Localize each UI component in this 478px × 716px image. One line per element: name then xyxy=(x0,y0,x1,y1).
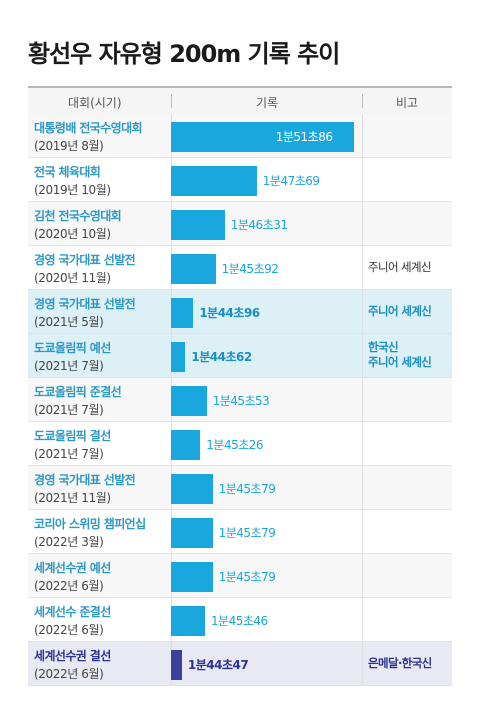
table-row: 전국 체육대회 (2019년 10월) 1분47초69 xyxy=(28,158,452,202)
table-row: 김천 전국수영대회 (2020년 10월) 1분46초31 xyxy=(28,202,452,246)
event-period: (2020년 10월) xyxy=(34,227,111,241)
row-divider xyxy=(362,378,363,421)
note-line: 은메달·한국신 xyxy=(368,656,432,670)
event-name: 경영 국가대표 선발전 xyxy=(34,253,136,267)
record-value-label: 1분45초53 xyxy=(212,394,270,408)
event-name: 경영 국가대표 선발전 xyxy=(34,297,136,311)
header-event: 대회(시기) xyxy=(68,96,122,110)
record-value-label: 1분45초92 xyxy=(221,262,279,276)
table-row: 경영 국가대표 선발전 (2021년 11월) 1분45초79 xyxy=(28,466,452,510)
record-bar xyxy=(171,518,213,548)
event-name: 도쿄올림픽 준결선 xyxy=(34,385,122,399)
record-bar xyxy=(171,166,257,196)
record-value-label: 1분51초86 xyxy=(275,130,333,144)
header-note: 비고 xyxy=(396,96,419,110)
event-period: (2022년 6월) xyxy=(34,667,104,681)
event-period: (2022년 3월) xyxy=(34,535,104,549)
record-value-label: 1분44초62 xyxy=(191,350,252,364)
row-divider xyxy=(362,158,363,201)
record-value-label: 1분45초79 xyxy=(218,570,276,584)
event-period: (2022년 6월) xyxy=(34,579,104,593)
table-row: 도쿄올림픽 예선 (2021년 7월) 1분44초62 한국신 주니어 세계신 xyxy=(28,334,452,378)
header-divider xyxy=(171,94,172,108)
event-name: 세계선수권 예선 xyxy=(34,561,111,575)
row-divider xyxy=(362,246,363,289)
table-row: 세계선수권 결선 (2022년 6월) 1분44초47 은메달·한국신 xyxy=(28,642,452,686)
record-bar xyxy=(171,386,207,416)
row-divider xyxy=(362,510,363,553)
record-bar xyxy=(171,430,201,460)
record-bar xyxy=(171,650,182,680)
table-header: 대회(시기) 기록 비고 xyxy=(28,86,452,115)
note-line: 주니어 세계신 xyxy=(368,260,432,274)
event-name: 도쿄올림픽 예선 xyxy=(34,341,111,355)
note-line: 주니어 세계신 xyxy=(368,355,432,369)
event-period: (2019년 8월) xyxy=(34,139,104,153)
record-value-label: 1분44초96 xyxy=(199,306,260,320)
record-bar xyxy=(171,298,194,328)
note-line: 한국신 xyxy=(368,340,399,354)
row-divider xyxy=(362,642,363,685)
table-row: 코리아 스위밍 챔피언십 (2022년 3월) 1분45초79 xyxy=(28,510,452,554)
row-divider xyxy=(362,554,363,597)
table-row: 대통령배 전국수영대회 (2019년 8월) 1분51초86 xyxy=(28,114,452,158)
record-bar xyxy=(171,122,354,152)
event-name: 전국 체육대회 xyxy=(34,165,101,179)
record-bar xyxy=(171,210,225,240)
event-name: 대통령배 전국수영대회 xyxy=(34,121,143,135)
record-bar xyxy=(171,254,216,284)
record-value-label: 1분46초31 xyxy=(230,218,288,232)
record-value-label: 1분45초79 xyxy=(218,482,276,496)
record-bar xyxy=(171,606,205,636)
table-row: 도쿄올림픽 결선 (2021년 7월) 1분45초26 xyxy=(28,422,452,466)
record-value-label: 1분44초47 xyxy=(187,658,249,672)
record-bar xyxy=(171,474,213,504)
event-name: 경영 국가대표 선발전 xyxy=(34,473,136,487)
note-line: 주니어 세계신 xyxy=(368,304,432,318)
table-row: 세계선수권 예선 (2022년 6월) 1분45초79 xyxy=(28,554,452,598)
header-divider xyxy=(362,94,363,108)
record-value-label: 1분45초46 xyxy=(210,614,268,628)
event-name: 세계선수권 결선 xyxy=(34,649,111,663)
table-row: 세계선수 준결선 (2022년 6월) 1분45초46 xyxy=(28,598,452,642)
table-row: 경영 국가대표 선발전 (2020년 11월) 1분45초92 주니어 세계신 xyxy=(28,246,452,290)
header-record: 기록 xyxy=(256,96,279,110)
event-name: 코리아 스위밍 챔피언십 xyxy=(34,517,146,531)
record-note: 주니어 세계신 xyxy=(368,304,452,319)
row-divider xyxy=(362,334,363,377)
event-period: (2019년 10월) xyxy=(34,183,111,197)
row-divider xyxy=(362,114,363,157)
record-value-label: 1분45초79 xyxy=(218,526,276,540)
event-period: (2022년 6월) xyxy=(34,623,104,637)
record-bar xyxy=(171,562,213,592)
row-divider xyxy=(362,598,363,641)
event-name: 도쿄올림픽 결선 xyxy=(34,429,111,443)
event-name: 세계선수 준결선 xyxy=(34,605,111,619)
event-period: (2021년 7월) xyxy=(34,403,104,417)
event-period: (2021년 11월) xyxy=(34,491,111,505)
record-value-label: 1분45초26 xyxy=(206,438,264,452)
table-row: 경영 국가대표 선발전 (2021년 5월) 1분44초96 주니어 세계신 xyxy=(28,290,452,334)
record-note: 주니어 세계신 xyxy=(368,260,452,275)
row-divider xyxy=(362,290,363,333)
event-period: (2021년 7월) xyxy=(34,447,104,461)
row-divider xyxy=(362,422,363,465)
event-name: 김천 전국수영대회 xyxy=(34,209,122,223)
record-value-label: 1분47초69 xyxy=(262,174,320,188)
record-note: 은메달·한국신 xyxy=(368,656,452,671)
chart-title: 황선우 자유형 200m 기록 추이 xyxy=(28,40,340,68)
row-divider xyxy=(362,466,363,509)
table-row: 도쿄올림픽 준결선 (2021년 7월) 1분45초53 xyxy=(28,378,452,422)
row-divider xyxy=(362,202,363,245)
event-period: (2021년 5월) xyxy=(34,315,104,329)
event-period: (2020년 11월) xyxy=(34,271,111,285)
record-bar xyxy=(171,342,186,372)
event-period: (2021년 7월) xyxy=(34,359,104,373)
record-note: 한국신 주니어 세계신 xyxy=(368,340,452,370)
